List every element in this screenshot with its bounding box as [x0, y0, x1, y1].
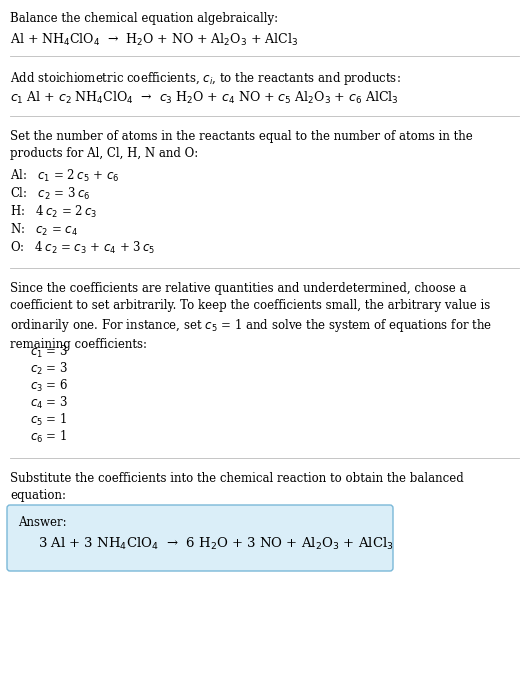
Text: Add stoichiometric coefficients, $c_i$, to the reactants and products:: Add stoichiometric coefficients, $c_i$, …: [10, 70, 401, 87]
Text: Al + NH$_4$ClO$_4$  →  H$_2$O + NO + Al$_2$O$_3$ + AlCl$_3$: Al + NH$_4$ClO$_4$ → H$_2$O + NO + Al$_2…: [10, 32, 298, 48]
Text: N:   $c_2$ = $c_4$: N: $c_2$ = $c_4$: [10, 222, 78, 238]
Text: Balance the chemical equation algebraically:: Balance the chemical equation algebraica…: [10, 12, 278, 25]
Text: Substitute the coefficients into the chemical reaction to obtain the balanced
eq: Substitute the coefficients into the che…: [10, 472, 464, 502]
Text: Set the number of atoms in the reactants equal to the number of atoms in the
pro: Set the number of atoms in the reactants…: [10, 130, 473, 160]
Text: Cl:   $c_2$ = 3 $c_6$: Cl: $c_2$ = 3 $c_6$: [10, 186, 90, 202]
Text: $c_3$ = 6: $c_3$ = 6: [30, 378, 68, 394]
Text: $c_6$ = 1: $c_6$ = 1: [30, 429, 67, 445]
Text: H:   4 $c_2$ = 2 $c_3$: H: 4 $c_2$ = 2 $c_3$: [10, 204, 97, 220]
Text: O:   4 $c_2$ = $c_3$ + $c_4$ + 3 $c_5$: O: 4 $c_2$ = $c_3$ + $c_4$ + 3 $c_5$: [10, 240, 156, 256]
Text: $c_5$ = 1: $c_5$ = 1: [30, 412, 67, 428]
Text: $c_1$ Al + $c_2$ NH$_4$ClO$_4$  →  $c_3$ H$_2$O + $c_4$ NO + $c_5$ Al$_2$O$_3$ +: $c_1$ Al + $c_2$ NH$_4$ClO$_4$ → $c_3$ H…: [10, 90, 399, 106]
Text: Since the coefficients are relative quantities and underdetermined, choose a
coe: Since the coefficients are relative quan…: [10, 282, 492, 351]
Text: 3 Al + 3 NH$_4$ClO$_4$  →  6 H$_2$O + 3 NO + Al$_2$O$_3$ + AlCl$_3$: 3 Al + 3 NH$_4$ClO$_4$ → 6 H$_2$O + 3 NO…: [38, 536, 394, 552]
FancyBboxPatch shape: [7, 505, 393, 571]
Text: $c_4$ = 3: $c_4$ = 3: [30, 395, 68, 411]
Text: Al:   $c_1$ = 2 $c_5$ + $c_6$: Al: $c_1$ = 2 $c_5$ + $c_6$: [10, 168, 119, 184]
Text: Answer:: Answer:: [18, 516, 67, 529]
Text: $c_2$ = 3: $c_2$ = 3: [30, 361, 68, 377]
Text: $c_1$ = 3: $c_1$ = 3: [30, 344, 68, 360]
